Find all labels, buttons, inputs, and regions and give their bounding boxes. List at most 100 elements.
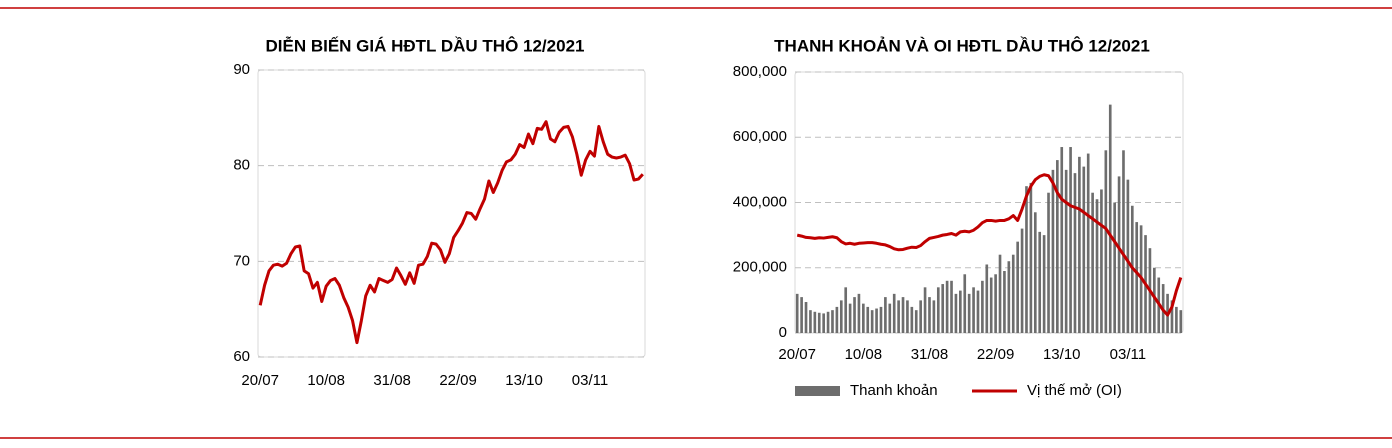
bar: [994, 274, 997, 333]
bar: [879, 306, 883, 333]
bar: [844, 287, 848, 333]
bar: [1170, 300, 1174, 333]
x-tick-label: 13/10: [1043, 346, 1081, 363]
bar: [826, 311, 830, 333]
bar: [932, 300, 936, 333]
bar: [800, 297, 803, 333]
x-tick-label: 03/11: [1110, 346, 1146, 363]
x-tick-label: 13/10: [505, 372, 543, 389]
bar: [1113, 202, 1116, 333]
bar: [910, 306, 914, 333]
bar: [1179, 310, 1183, 333]
bar: [857, 293, 861, 333]
bar: [875, 308, 878, 333]
bar: [1047, 192, 1050, 333]
bar: [901, 297, 905, 333]
bar: [923, 287, 927, 333]
bar: [804, 302, 808, 333]
bar: [1100, 189, 1103, 333]
y-tick-label: 400,000: [733, 193, 787, 210]
bar: [967, 293, 971, 333]
bar: [998, 254, 1002, 333]
bar: [1091, 192, 1094, 333]
bar: [1135, 222, 1139, 333]
y-tick-label: 800,000: [733, 63, 787, 80]
bar: [831, 310, 834, 333]
bar: [985, 264, 989, 333]
y-tick-label: 200,000: [733, 259, 787, 276]
bar: [1175, 306, 1178, 333]
bar: [1056, 160, 1059, 333]
bar: [1029, 182, 1033, 333]
bar: [888, 303, 892, 333]
bar: [1122, 150, 1125, 333]
bar: [954, 293, 958, 333]
x-tick-label: 20/07: [778, 346, 816, 363]
bar: [1020, 228, 1024, 333]
x-tick-label: 22/09: [439, 372, 477, 389]
x-tick-label: 22/09: [977, 346, 1015, 363]
x-tick-label: 10/08: [845, 346, 883, 363]
y-tick-label: 0: [779, 324, 787, 341]
bar: [1086, 153, 1090, 333]
bar: [822, 313, 825, 333]
bar: [1104, 150, 1108, 333]
bar: [1078, 156, 1081, 333]
bar: [866, 306, 870, 333]
bar: [1011, 254, 1015, 333]
bar: [906, 300, 909, 333]
bar: [972, 287, 975, 333]
bar: [1064, 169, 1068, 333]
x-tick-label: 20/07: [241, 372, 279, 389]
bar: [892, 293, 896, 333]
bar: [870, 310, 874, 333]
bar: [884, 297, 887, 333]
y-tick-label: 90: [233, 61, 250, 78]
bar: [919, 300, 922, 333]
bar: [976, 290, 980, 333]
bar: [897, 300, 900, 333]
legend-label: Vị thế mở (OI): [1027, 382, 1122, 399]
bar: [1060, 147, 1064, 333]
chart-title: THANH KHOẢN VÀ OI HĐTL DẦU THÔ 12/2021: [774, 36, 1150, 55]
bar: [941, 284, 945, 333]
bar: [1082, 166, 1086, 333]
chart-title: DIỄN BIẾN GIÁ HĐTL DẦU THÔ 12/2021: [266, 36, 585, 55]
legend-label: Thanh khoản: [850, 382, 938, 399]
bar: [1108, 104, 1112, 333]
bar: [936, 287, 940, 333]
bar: [809, 310, 812, 333]
bar: [817, 312, 821, 333]
bar: [1038, 231, 1042, 333]
bar: [813, 311, 817, 333]
bar: [1153, 267, 1156, 333]
bar: [1033, 212, 1037, 333]
y-tick-label: 600,000: [733, 128, 787, 145]
legend-swatch: [795, 386, 840, 396]
bar: [914, 310, 918, 333]
line: [796, 173, 1183, 317]
bar: [835, 306, 839, 333]
x-tick-label: 10/08: [307, 372, 345, 389]
x-tick-label: 03/11: [572, 372, 608, 389]
bar: [1095, 199, 1099, 333]
plot-frame: [257, 69, 646, 358]
bar: [1126, 179, 1130, 333]
bar: [959, 290, 962, 333]
bar: [989, 277, 993, 333]
bar: [1007, 261, 1011, 333]
bar: [1051, 169, 1055, 333]
x-tick-label: 31/08: [911, 346, 949, 363]
bar: [795, 293, 799, 333]
bar: [1016, 241, 1019, 333]
bar: [1025, 186, 1028, 333]
y-tick-label: 60: [233, 348, 250, 365]
bar: [1042, 235, 1046, 333]
bar: [862, 303, 865, 333]
bar: [1003, 271, 1006, 333]
bar: [1069, 147, 1072, 333]
x-tick-label: 31/08: [373, 372, 411, 389]
bar: [1117, 176, 1121, 333]
bar: [848, 303, 852, 333]
bar: [950, 280, 953, 333]
